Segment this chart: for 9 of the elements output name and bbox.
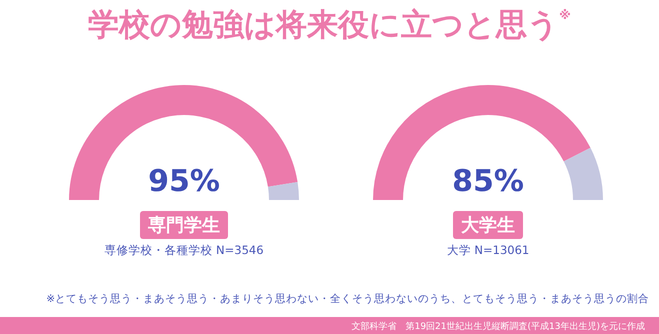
text: 専門学生	[140, 211, 228, 239]
text: 大学 N=13061	[446, 243, 530, 258]
text: 専修学校・各種学校 N=3546	[103, 243, 265, 258]
text: 文部科学省 第19回21世紀出生児縦断調査(平成13年出生児)を元に作成	[0, 317, 659, 334]
text: 学校の勉強は将来役に立つと思う$^{※}$	[87, 6, 572, 45]
text: ※とてもそう思う・まあそう思う・あまりそう思わない・全くそう思わないのうち、とてもそう思う・まあそう思うの割合	[46, 292, 649, 306]
data-label: 95%	[148, 164, 220, 199]
data-label: 85%	[452, 164, 524, 199]
text: 大学生	[453, 211, 523, 239]
